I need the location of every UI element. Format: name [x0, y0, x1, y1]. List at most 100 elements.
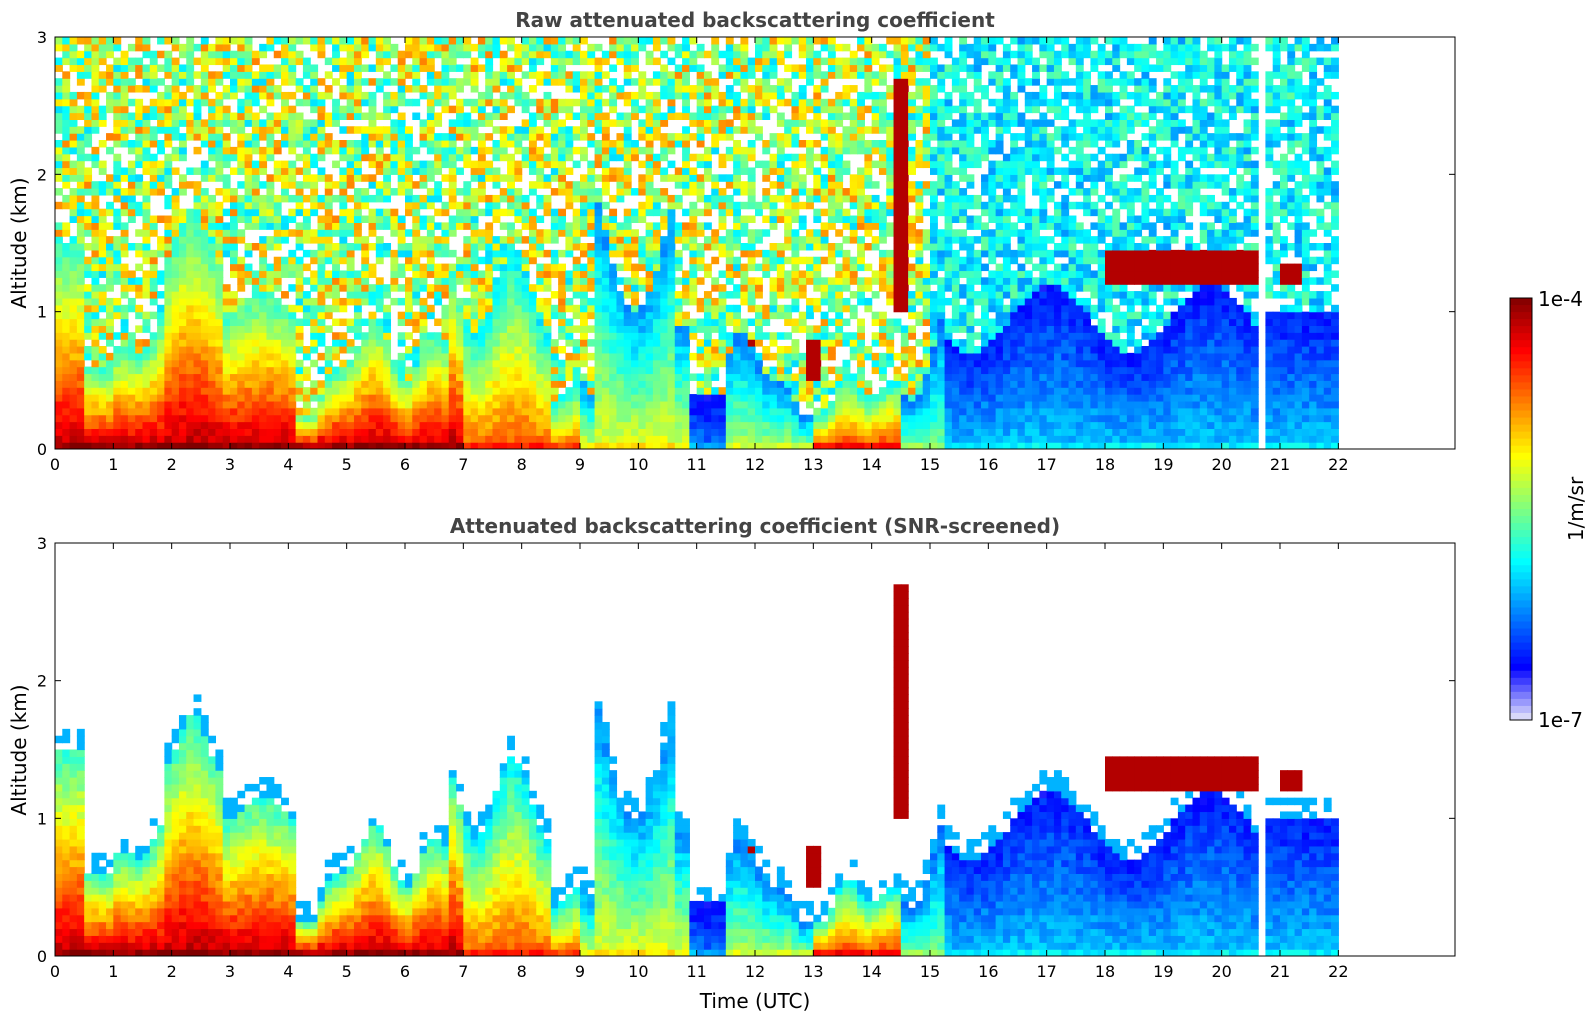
heatmap-cell [492, 387, 501, 395]
heatmap-cell [609, 277, 618, 285]
heatmap-cell [470, 208, 479, 217]
heatmap-cell [543, 387, 552, 395]
heatmap-cell [412, 318, 421, 326]
heatmap-cell [186, 394, 195, 402]
heatmap-cell [565, 243, 574, 251]
heatmap-cell [521, 325, 530, 333]
heatmap-cell [514, 133, 523, 141]
heatmap-cell [230, 428, 238, 436]
heatmap-cell [521, 263, 530, 272]
heatmap-cell [543, 249, 552, 258]
heatmap-cell [215, 311, 224, 320]
heatmap-cell [149, 332, 158, 340]
heatmap-cell [332, 380, 340, 388]
heatmap-cell [332, 181, 340, 189]
heatmap-cell [769, 421, 778, 429]
heatmap-cell [397, 174, 406, 182]
heatmap-cell [609, 229, 618, 237]
heatmap-cell [288, 167, 297, 175]
heatmap-cell [470, 277, 479, 285]
heatmap-cell [135, 71, 144, 79]
heatmap-cell [660, 140, 669, 148]
heatmap-cell [200, 215, 209, 223]
heatmap-cell [98, 435, 107, 443]
heatmap-cell [251, 407, 260, 416]
heatmap-cell [193, 380, 202, 388]
heatmap-cell [689, 229, 698, 237]
heatmap-cell [149, 229, 158, 237]
heatmap-cell [237, 373, 246, 381]
heatmap-cell [616, 394, 625, 402]
heatmap-cell [295, 37, 304, 45]
heatmap-cell [69, 64, 78, 72]
heatmap-cell [127, 359, 136, 368]
heatmap-cell [696, 43, 705, 52]
heatmap-cell [302, 215, 311, 223]
heatmap-cell [200, 133, 209, 141]
heatmap-cell [784, 236, 793, 244]
heatmap-cell [434, 140, 443, 148]
heatmap-cell [631, 215, 639, 223]
heatmap-cell [84, 133, 93, 141]
heatmap-cell [441, 428, 450, 436]
heatmap-cell [127, 352, 136, 361]
heatmap-cell [208, 98, 217, 107]
heatmap-cell [405, 126, 413, 134]
heatmap-cell [178, 414, 187, 423]
heatmap-cell [62, 201, 71, 210]
heatmap-cell [426, 57, 435, 66]
heatmap-cell [259, 373, 268, 381]
heatmap-cell [521, 311, 530, 320]
heatmap-cell [776, 373, 785, 381]
heatmap-cell [609, 64, 618, 72]
heatmap-cell [164, 373, 173, 381]
heatmap-cell [193, 435, 202, 443]
heatmap-cell [638, 442, 647, 449]
heatmap-cell [601, 387, 610, 395]
heatmap-cell [682, 346, 690, 354]
heatmap-cell [718, 119, 727, 127]
heatmap-cell [69, 201, 78, 210]
heatmap-cell [740, 277, 749, 285]
heatmap-cell [499, 249, 508, 258]
heatmap-cell [580, 85, 588, 93]
heatmap-cell [667, 236, 676, 244]
heatmap-cell [76, 442, 85, 449]
heatmap-cell [755, 359, 763, 368]
heatmap-cell [332, 64, 340, 72]
heatmap-cell [725, 380, 734, 388]
heatmap-cell [288, 174, 297, 182]
heatmap-cell [353, 414, 362, 423]
heatmap-cell [419, 304, 428, 313]
heatmap-cell [674, 339, 683, 347]
heatmap-cell [456, 256, 464, 265]
heatmap-cell [784, 85, 793, 93]
heatmap-cell [339, 380, 348, 388]
heatmap-cell [324, 133, 333, 141]
heatmap-cell [142, 352, 151, 361]
heatmap-cell [492, 256, 501, 265]
heatmap-cell [550, 140, 559, 148]
heatmap-cell [769, 284, 778, 292]
heatmap-cell [674, 332, 683, 340]
heatmap-cell [259, 297, 268, 306]
heatmap-cell [84, 208, 93, 217]
heatmap-cell [463, 50, 472, 59]
heatmap-cell [281, 263, 289, 272]
heatmap-cell [324, 291, 333, 299]
heatmap-cell [200, 352, 209, 361]
heatmap-cell [587, 78, 596, 86]
heatmap-cell [784, 222, 793, 230]
heatmap-cell [251, 133, 260, 141]
heatmap-cell [266, 263, 275, 272]
heatmap-cell [674, 366, 683, 375]
heatmap-cell [171, 339, 180, 347]
heatmap-cell [514, 435, 523, 443]
heatmap-cell [178, 229, 187, 237]
heatmap-cell [149, 380, 158, 388]
heatmap-cell [703, 380, 712, 388]
heatmap-cell [84, 181, 93, 189]
heatmap-cell [157, 50, 165, 59]
heatmap-cell [543, 194, 552, 203]
heatmap-cell [353, 222, 362, 230]
